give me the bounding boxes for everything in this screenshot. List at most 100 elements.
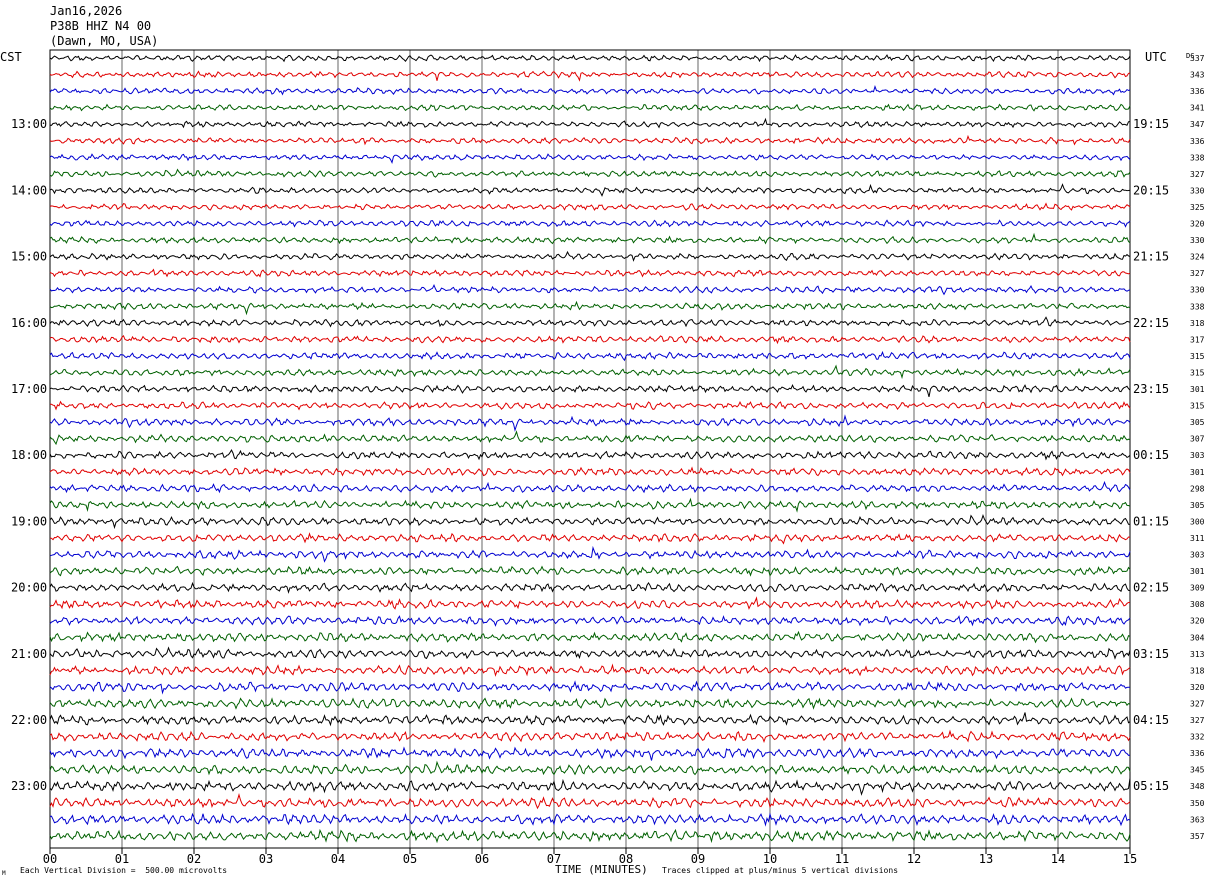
hour-label-left: 22:00 [11,713,47,727]
time-grid [49,49,1131,854]
hour-label-left: 17:00 [11,382,47,396]
seismic-trace [49,630,1131,644]
seismic-trace [49,400,1131,411]
seismic-trace [49,383,1131,398]
dc-offset-label: 301 [1190,385,1205,394]
corner-mark: M [2,870,6,877]
seismic-trace [49,268,1131,278]
station-label: P38B HHZ N4 00 [50,19,152,33]
hour-label-right: 00:15 [1133,448,1169,462]
dc-offset-label: 304 [1190,633,1205,642]
seismic-trace [49,364,1131,380]
dc-offset-label: 327 [1190,716,1205,725]
dc-offset-label: 336 [1190,87,1205,96]
dc-offset-label: 298 [1190,484,1205,493]
hour-label-left: 13:00 [11,117,47,131]
dc-offset-label: 343 [1190,71,1205,80]
dc-offset-label: 330 [1190,286,1205,295]
dc-offset-label: 357 [1190,832,1205,841]
dc-offset-label: 320 [1190,220,1205,229]
dc-offset-label: 305 [1190,501,1205,510]
seismic-trace [49,85,1131,96]
dc-offset-label: 341 [1190,104,1205,113]
x-tick-label: 15 [1123,852,1137,866]
hour-label-left: 18:00 [11,448,47,462]
x-tick-label: 08 [619,852,633,866]
seismic-trace [49,812,1131,827]
dc-offset-label: 327 [1190,699,1205,708]
dc-label: DC [1186,52,1194,60]
dc-offset-label: 315 [1190,352,1205,361]
dc-offset-label: 336 [1190,749,1205,758]
seismic-trace [49,514,1131,530]
x-tick-label: 10 [763,852,777,866]
utc-label: UTC [1145,50,1167,64]
seismic-trace [49,565,1131,577]
seismic-trace [49,103,1131,112]
dc-offset-label: 300 [1190,517,1205,526]
x-tick-label: 01 [115,852,129,866]
seismic-trace [49,532,1131,545]
dc-offset-label: 348 [1190,782,1205,791]
hour-label-right: 20:15 [1133,183,1169,197]
hour-label-right: 02:15 [1133,581,1169,595]
dc-offset-label: 332 [1190,733,1205,742]
seismic-trace [49,466,1131,477]
seismic-trace [49,663,1131,677]
x-tick-label: 09 [691,852,705,866]
seismic-trace [49,697,1131,710]
hour-label-left: 20:00 [11,581,47,595]
dc-offset-label: 301 [1190,567,1205,576]
seismic-trace [49,581,1131,594]
date-label: Jan16,2026 [50,4,123,18]
dc-offset-label: 305 [1190,418,1205,427]
seismic-trace [49,300,1131,316]
seismic-trace [49,430,1131,446]
seismic-trace [49,350,1131,362]
seismic-trace [49,760,1131,776]
seismic-trace [49,183,1131,197]
dc-offset-label: 315 [1190,368,1205,377]
seismic-trace [49,232,1131,245]
dc-offset-label: 330 [1190,186,1205,195]
x-tick-label: 00 [43,852,57,866]
plot-frame [49,49,1131,849]
dc-offset-label: 308 [1190,600,1205,609]
dc-offset-label: 324 [1190,253,1205,262]
dc-offset-label: 307 [1190,435,1205,444]
x-tick-label: 07 [547,852,561,866]
seismic-trace [49,828,1131,844]
scale-note: Each Vertical Division = 500.00 microvol… [20,866,228,875]
seismic-trace [49,168,1131,178]
hour-label-left: 19:00 [11,514,47,528]
dc-offset-label: 338 [1190,302,1205,311]
seismic-trace [49,746,1131,761]
seismic-trace [49,54,1131,63]
cst-label: CST [0,50,22,64]
hour-label-left: 14:00 [11,183,47,197]
hour-label-right: 03:15 [1133,647,1169,661]
x-tick-label: 13 [979,852,993,866]
dc-offset-label: 315 [1190,402,1205,411]
clip-note: Traces clipped at plus/minus 5 vertical … [662,866,899,875]
seismic-trace [49,792,1131,810]
hour-label-right: 23:15 [1133,382,1169,396]
dc-offset-label: 330 [1190,236,1205,245]
dc-offset-label: 327 [1190,269,1205,278]
seismic-trace [49,497,1131,513]
hour-label-left: 23:00 [11,779,47,793]
x-axis-title: TIME (MINUTES) [555,863,648,876]
seismic-trace [49,134,1131,146]
x-tick-label: 05 [403,852,417,866]
x-tick-label: 14 [1051,852,1065,866]
axis-labels: CST UTC DC 13:00 14:00 15:00 16:00 17:00 18:00 19… [0,50,1205,866]
seismic-trace [49,615,1131,627]
seismic-trace [49,680,1131,695]
dc-offset-label: 311 [1190,534,1205,543]
seismic-trace [49,778,1131,796]
location-label: (Dawn, MO, USA) [50,34,159,48]
seismic-trace [49,334,1131,345]
dc-offset-label: 350 [1190,799,1205,808]
trace-group [49,54,1131,844]
